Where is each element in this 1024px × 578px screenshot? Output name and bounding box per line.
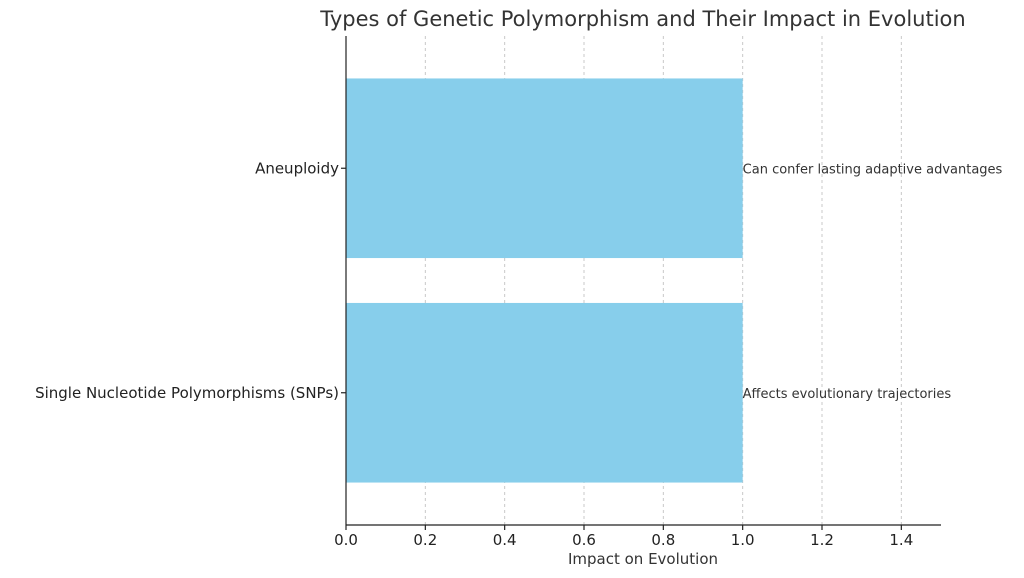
y-tick-label: Aneuploidy [255,159,339,177]
bar [346,78,743,259]
x-tick-label: 0.2 [413,531,437,549]
x-tick-label: 0.6 [572,531,596,549]
x-ticks: 0.0 0.2 0.4 0.6 0.8 1.0 1.2 1.4 [334,525,913,549]
bar-annotation: Can confer lasting adaptive advantages [743,162,1003,177]
x-tick-label: 0.8 [651,531,675,549]
axes [345,36,941,526]
x-tick-label: 1.4 [889,531,913,549]
bars [346,78,743,483]
x-tick-label: 1.0 [731,531,755,549]
y-ticks: Single Nucleotide Polymorphisms (SNPs) An… [35,159,346,402]
x-tick-label: 0.4 [493,531,517,549]
chart-title: Types of Genetic Polymorphism and Their … [319,7,965,31]
bar-annotations: Affects evolutionary trajectories Can con… [743,162,1003,402]
x-axis-label: Impact on Evolution [568,550,718,568]
bar-annotation: Affects evolutionary trajectories [743,387,952,402]
x-tick-label: 1.2 [810,531,834,549]
bar [346,302,743,483]
x-tick-label: 0.0 [334,531,358,549]
y-tick-label: Single Nucleotide Polymorphisms (SNPs) [35,384,339,402]
